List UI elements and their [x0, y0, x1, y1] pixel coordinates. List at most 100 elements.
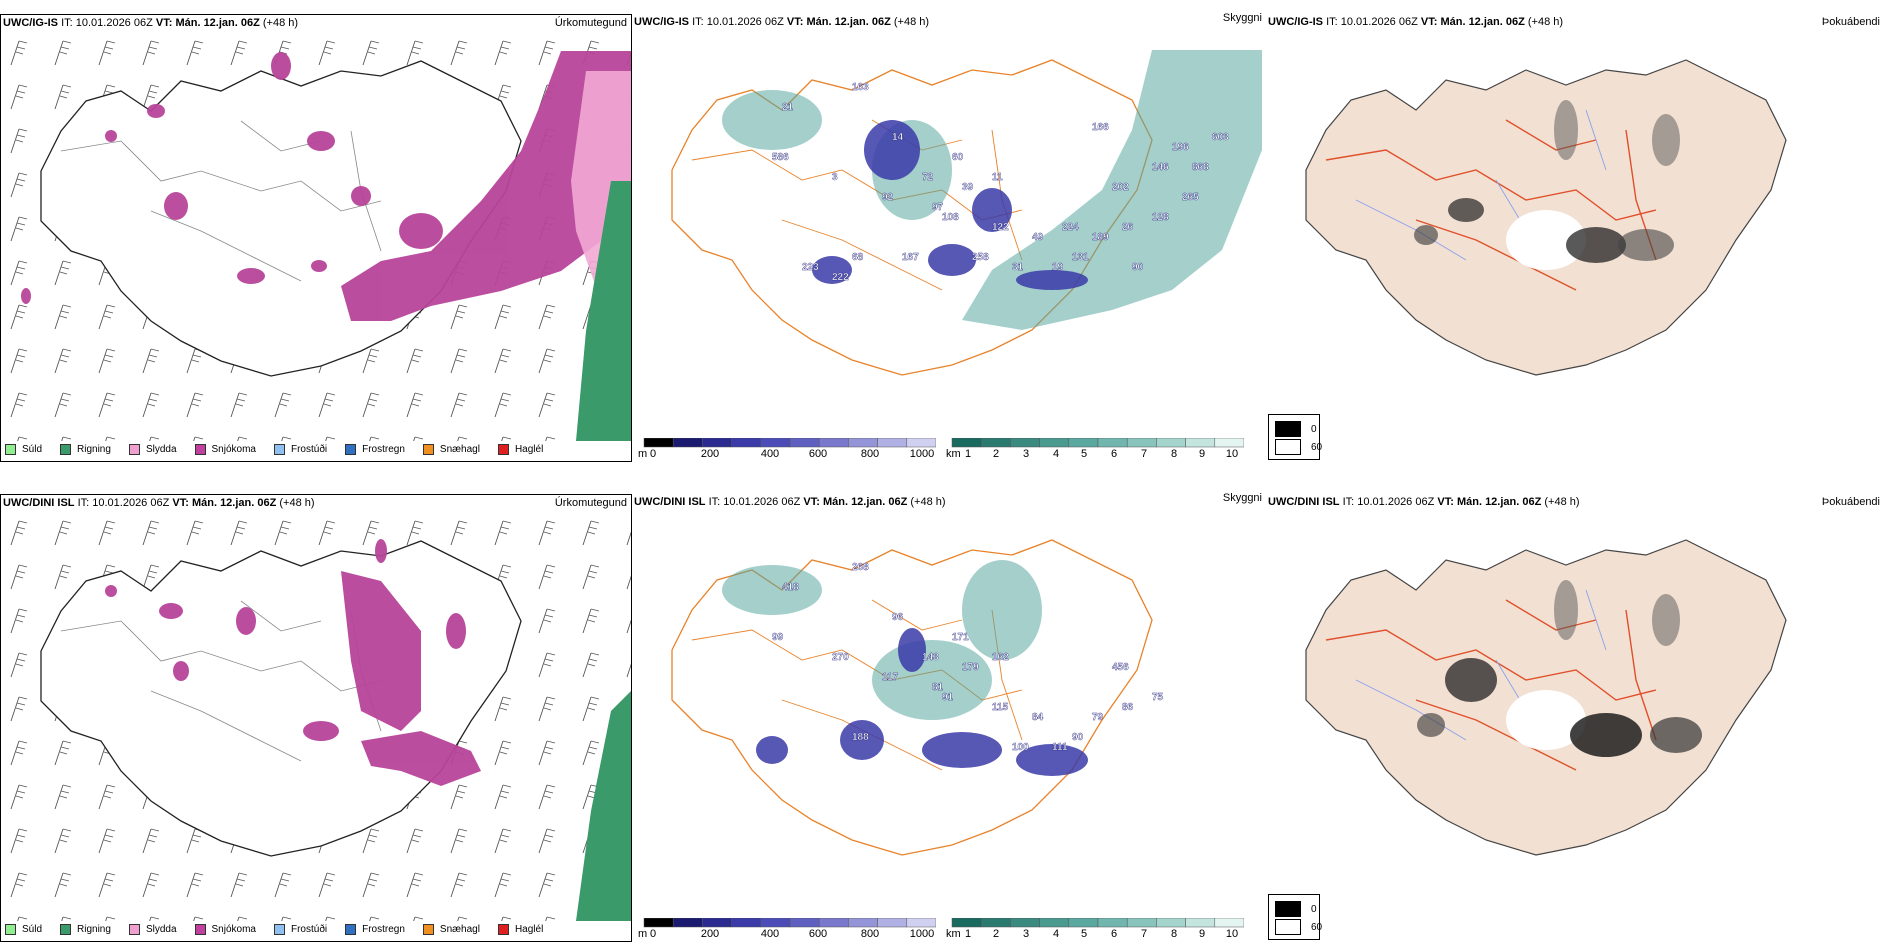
legend-label: Snæhagl [439, 444, 480, 455]
visibility-tick-label: 7 [1140, 448, 1148, 460]
colorbar-segment [702, 918, 732, 928]
cloud-height-label: 97 [932, 202, 944, 213]
colorbar-segment [1214, 438, 1244, 448]
cloud-height-label: 167 [902, 252, 919, 263]
row1-fog-panel: UWC/IG-IS IT: 10.01.2026 06Z VT: Mán. 12… [1266, 14, 1900, 462]
lead-time: (+48 h) [1527, 16, 1564, 28]
height-tick-label: 600 [808, 448, 828, 460]
height-tick-row: m 0 200 400 600 800 1000 [636, 448, 936, 462]
cloud-height-label: 96 [892, 612, 904, 623]
lead-time: (+48 h) [279, 497, 315, 509]
legend-item: Snæhagl [422, 444, 480, 455]
visibility-colorbar-ramp [951, 438, 1244, 448]
cloud-height-label: 131 [1072, 252, 1089, 263]
legend-swatch [422, 924, 434, 935]
legend-swatch [345, 924, 357, 935]
legend-swatch [194, 924, 206, 935]
visibility-tick-label: 1 [964, 928, 972, 940]
colorbar-segment [731, 918, 762, 928]
colorbar-segment [1156, 918, 1186, 928]
colorbar-segment [1068, 918, 1099, 928]
colorbar-segment [1097, 918, 1128, 928]
colorbar-segment [1039, 918, 1070, 928]
colorbar-segment [643, 918, 674, 928]
visibility-tick-label: 9 [1198, 928, 1206, 940]
legend-label: Frostúði [290, 924, 328, 935]
legend-item: Súld [5, 444, 42, 455]
row2-cloud-panel: UWC/DINI ISL IT: 10.01.2026 06Z VT: Mán.… [632, 492, 1322, 944]
row1-precip-panel: UWC/IG-IS IT: 10.01.2026 06Z VT: Mán. 12… [0, 14, 632, 462]
cloud-height-label: 117 [882, 672, 899, 683]
legend-label: Frostregn [362, 444, 405, 455]
legend-item: Snjókoma [194, 924, 256, 935]
height-colorbar-ramp [643, 438, 936, 448]
visibility-colorbar: km 1 2 3 4 5 6 7 8 9 10 [944, 438, 1244, 464]
height-tick-label: 400 [760, 448, 780, 460]
visibility-tick-label: 10 [1225, 928, 1239, 940]
fog-legend-label: 60 [1311, 921, 1323, 933]
fog-swatch [1275, 901, 1301, 917]
colorbar-segment [760, 918, 791, 928]
panel-title: Skyggni [1222, 492, 1262, 504]
cloud-height-label: 128 [1152, 212, 1169, 223]
it-value: 10.01.2026 06Z [92, 497, 170, 509]
cloud-height-label: 222 [832, 272, 849, 283]
it-label: IT: [1326, 16, 1338, 28]
cloud-height-label: 268 [852, 562, 869, 573]
legend-item: Frostúði [273, 924, 328, 935]
colorbar-segment [951, 438, 982, 448]
cloud-height-label: 456 [1112, 662, 1129, 673]
it-label: IT: [708, 496, 721, 508]
lead-time: (+48 h) [893, 16, 930, 28]
cloud-height-label: 270 [832, 652, 849, 663]
cloud-height-label: 39 [962, 182, 974, 193]
height-colorbar: m 0 200 400 600 800 1000 [636, 918, 936, 944]
cloud-height-label: 111 [1052, 742, 1068, 753]
cloud-label-group: 21 163 586 3 68 92 97 14 60 72 11 108 39 122 49 31 19 131… [772, 82, 1230, 283]
fog-map [1305, 59, 1787, 422]
fog-swatch [1275, 439, 1301, 455]
cloud-height-label: 11 [992, 172, 1003, 183]
cloud-height-label: 196 [1172, 142, 1189, 153]
fog-areas [1414, 100, 1680, 422]
legend-swatch [422, 444, 434, 455]
cloud-map: 418 268 99 270 188 117 81 96 171 143 162 91 179 115 84… [671, 539, 1164, 856]
panel-title: Þokuábendi [1821, 16, 1880, 28]
it-label: IT: [61, 17, 73, 29]
visibility-tick-label: 9 [1198, 448, 1206, 460]
height-tick-label: 800 [860, 928, 880, 940]
vt-value: Mán. 12.jan. 06Z [191, 497, 277, 509]
colorbar-segment [1185, 438, 1216, 448]
colorbar-segment [1126, 438, 1157, 448]
legend-swatch [497, 924, 509, 935]
legend-label: Slydda [145, 924, 177, 935]
cloud-height-label: 603 [1212, 132, 1229, 143]
colorbar-segment [1068, 438, 1099, 448]
fog-legend-label: 0 [1311, 903, 1317, 915]
row1-cloud-panel: UWC/IG-IS IT: 10.01.2026 06Z VT: Mán. 12… [632, 12, 1322, 464]
legend-label: Rigning [77, 444, 111, 455]
lead-time: (+48 h) [910, 496, 946, 508]
legend-label: Snjókoma [211, 924, 256, 935]
precip-map [1, 31, 631, 441]
height-colorbar: m 0 200 400 600 800 1000 [636, 438, 936, 464]
rain-area [576, 691, 631, 921]
cloud-height-label: 3 [832, 172, 838, 183]
visibility-tick-label: 4 [1052, 448, 1060, 460]
panel-header: UWC/IG-IS IT: 10.01.2026 06Z VT: Mán. 12… [1268, 16, 1896, 30]
it-label: IT: [77, 497, 90, 509]
cloud-height-label: 75 [1152, 692, 1164, 703]
cloud-height-label: 79 [1092, 712, 1104, 723]
vt-value: Mán. 12.jan. 06Z [1440, 16, 1525, 28]
legend-label: Haglél [514, 924, 544, 935]
legend-item: Rigning [60, 444, 111, 455]
colorbar-segment [1126, 918, 1157, 928]
fog-swatch [1275, 919, 1301, 935]
cloud-height-label: 586 [772, 152, 789, 163]
panel-header: UWC/DINI ISL IT: 10.01.2026 06Z VT: Mán.… [3, 497, 627, 511]
colorbar-unit: km [946, 928, 961, 940]
cloud-height-label: 188 [852, 732, 869, 743]
fog-swatch [1275, 421, 1301, 437]
height-tick-row: m 0 200 400 600 800 1000 [636, 928, 936, 942]
colorbar-segment [877, 438, 908, 448]
